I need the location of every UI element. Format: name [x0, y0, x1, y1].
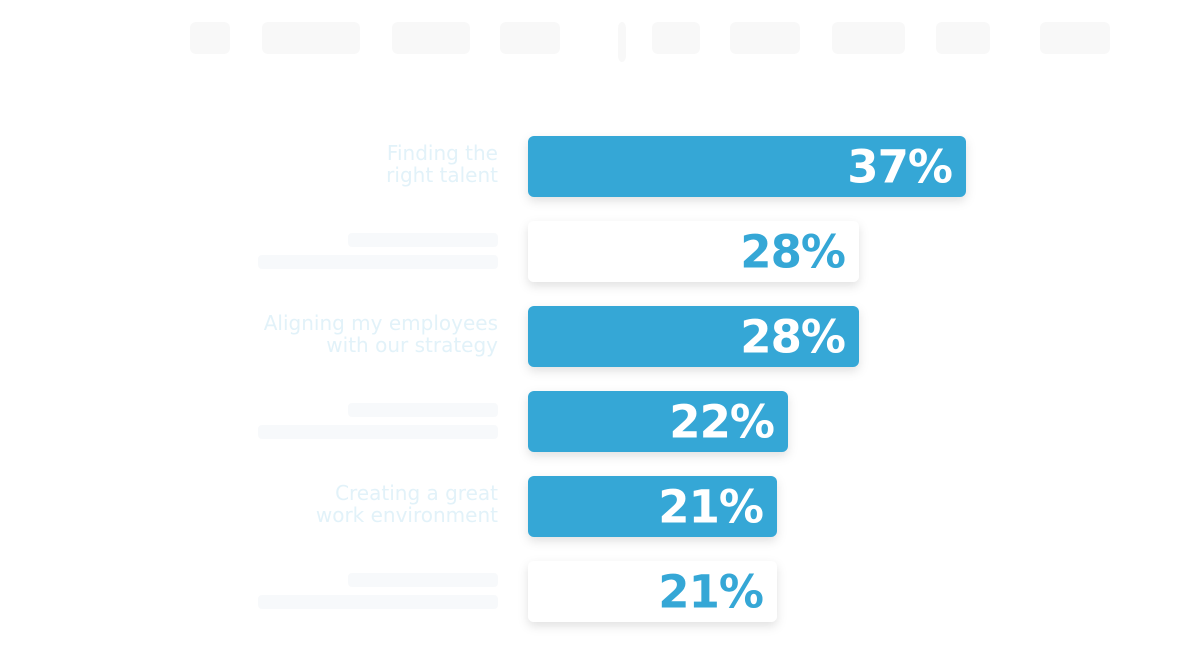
category-label-3-line-1: Aligning my employees	[264, 311, 498, 335]
faded-category-label-2	[348, 233, 498, 247]
faded-title-stroke	[1040, 22, 1110, 54]
bar-2	[528, 221, 859, 282]
faded-category-label-6	[348, 573, 498, 587]
faded-category-label-6	[258, 595, 498, 609]
bar-3	[528, 306, 859, 367]
bar-value-label-4: 22%	[669, 396, 774, 449]
faded-title-stroke	[392, 22, 470, 54]
category-label-1-line-1: Finding the	[387, 141, 498, 165]
faded-title-stroke	[832, 22, 905, 54]
bar-value-label-3: 28%	[740, 311, 845, 364]
bar-6	[528, 561, 777, 622]
faded-title-stroke	[730, 22, 800, 54]
bar-value-label-1: 37%	[847, 141, 952, 194]
faded-category-label-4	[258, 425, 498, 439]
category-label-5-line-1: Creating a great	[335, 481, 498, 505]
faded-category-label-4	[348, 403, 498, 417]
bar-value-label-6: 21%	[658, 566, 763, 619]
faded-title-stroke	[262, 22, 360, 54]
category-label-5-line-2: work environment	[316, 503, 498, 527]
bar-5	[528, 476, 777, 537]
bar-1	[528, 136, 966, 197]
bar-value-label-2: 28%	[740, 226, 845, 279]
faded-title-stroke	[652, 22, 700, 54]
faded-title-stroke	[618, 22, 626, 62]
faded-title-stroke	[190, 22, 230, 54]
bar-value-label-5: 21%	[658, 481, 763, 534]
faded-title-graphic	[190, 22, 1110, 62]
faded-title-stroke	[936, 22, 990, 54]
category-label-1-line-2: right talent	[386, 163, 498, 187]
faded-title-stroke	[500, 22, 560, 54]
faded-category-label-2	[258, 255, 498, 269]
category-label-3-line-2: with our strategy	[326, 333, 498, 357]
bar-4	[528, 391, 788, 452]
